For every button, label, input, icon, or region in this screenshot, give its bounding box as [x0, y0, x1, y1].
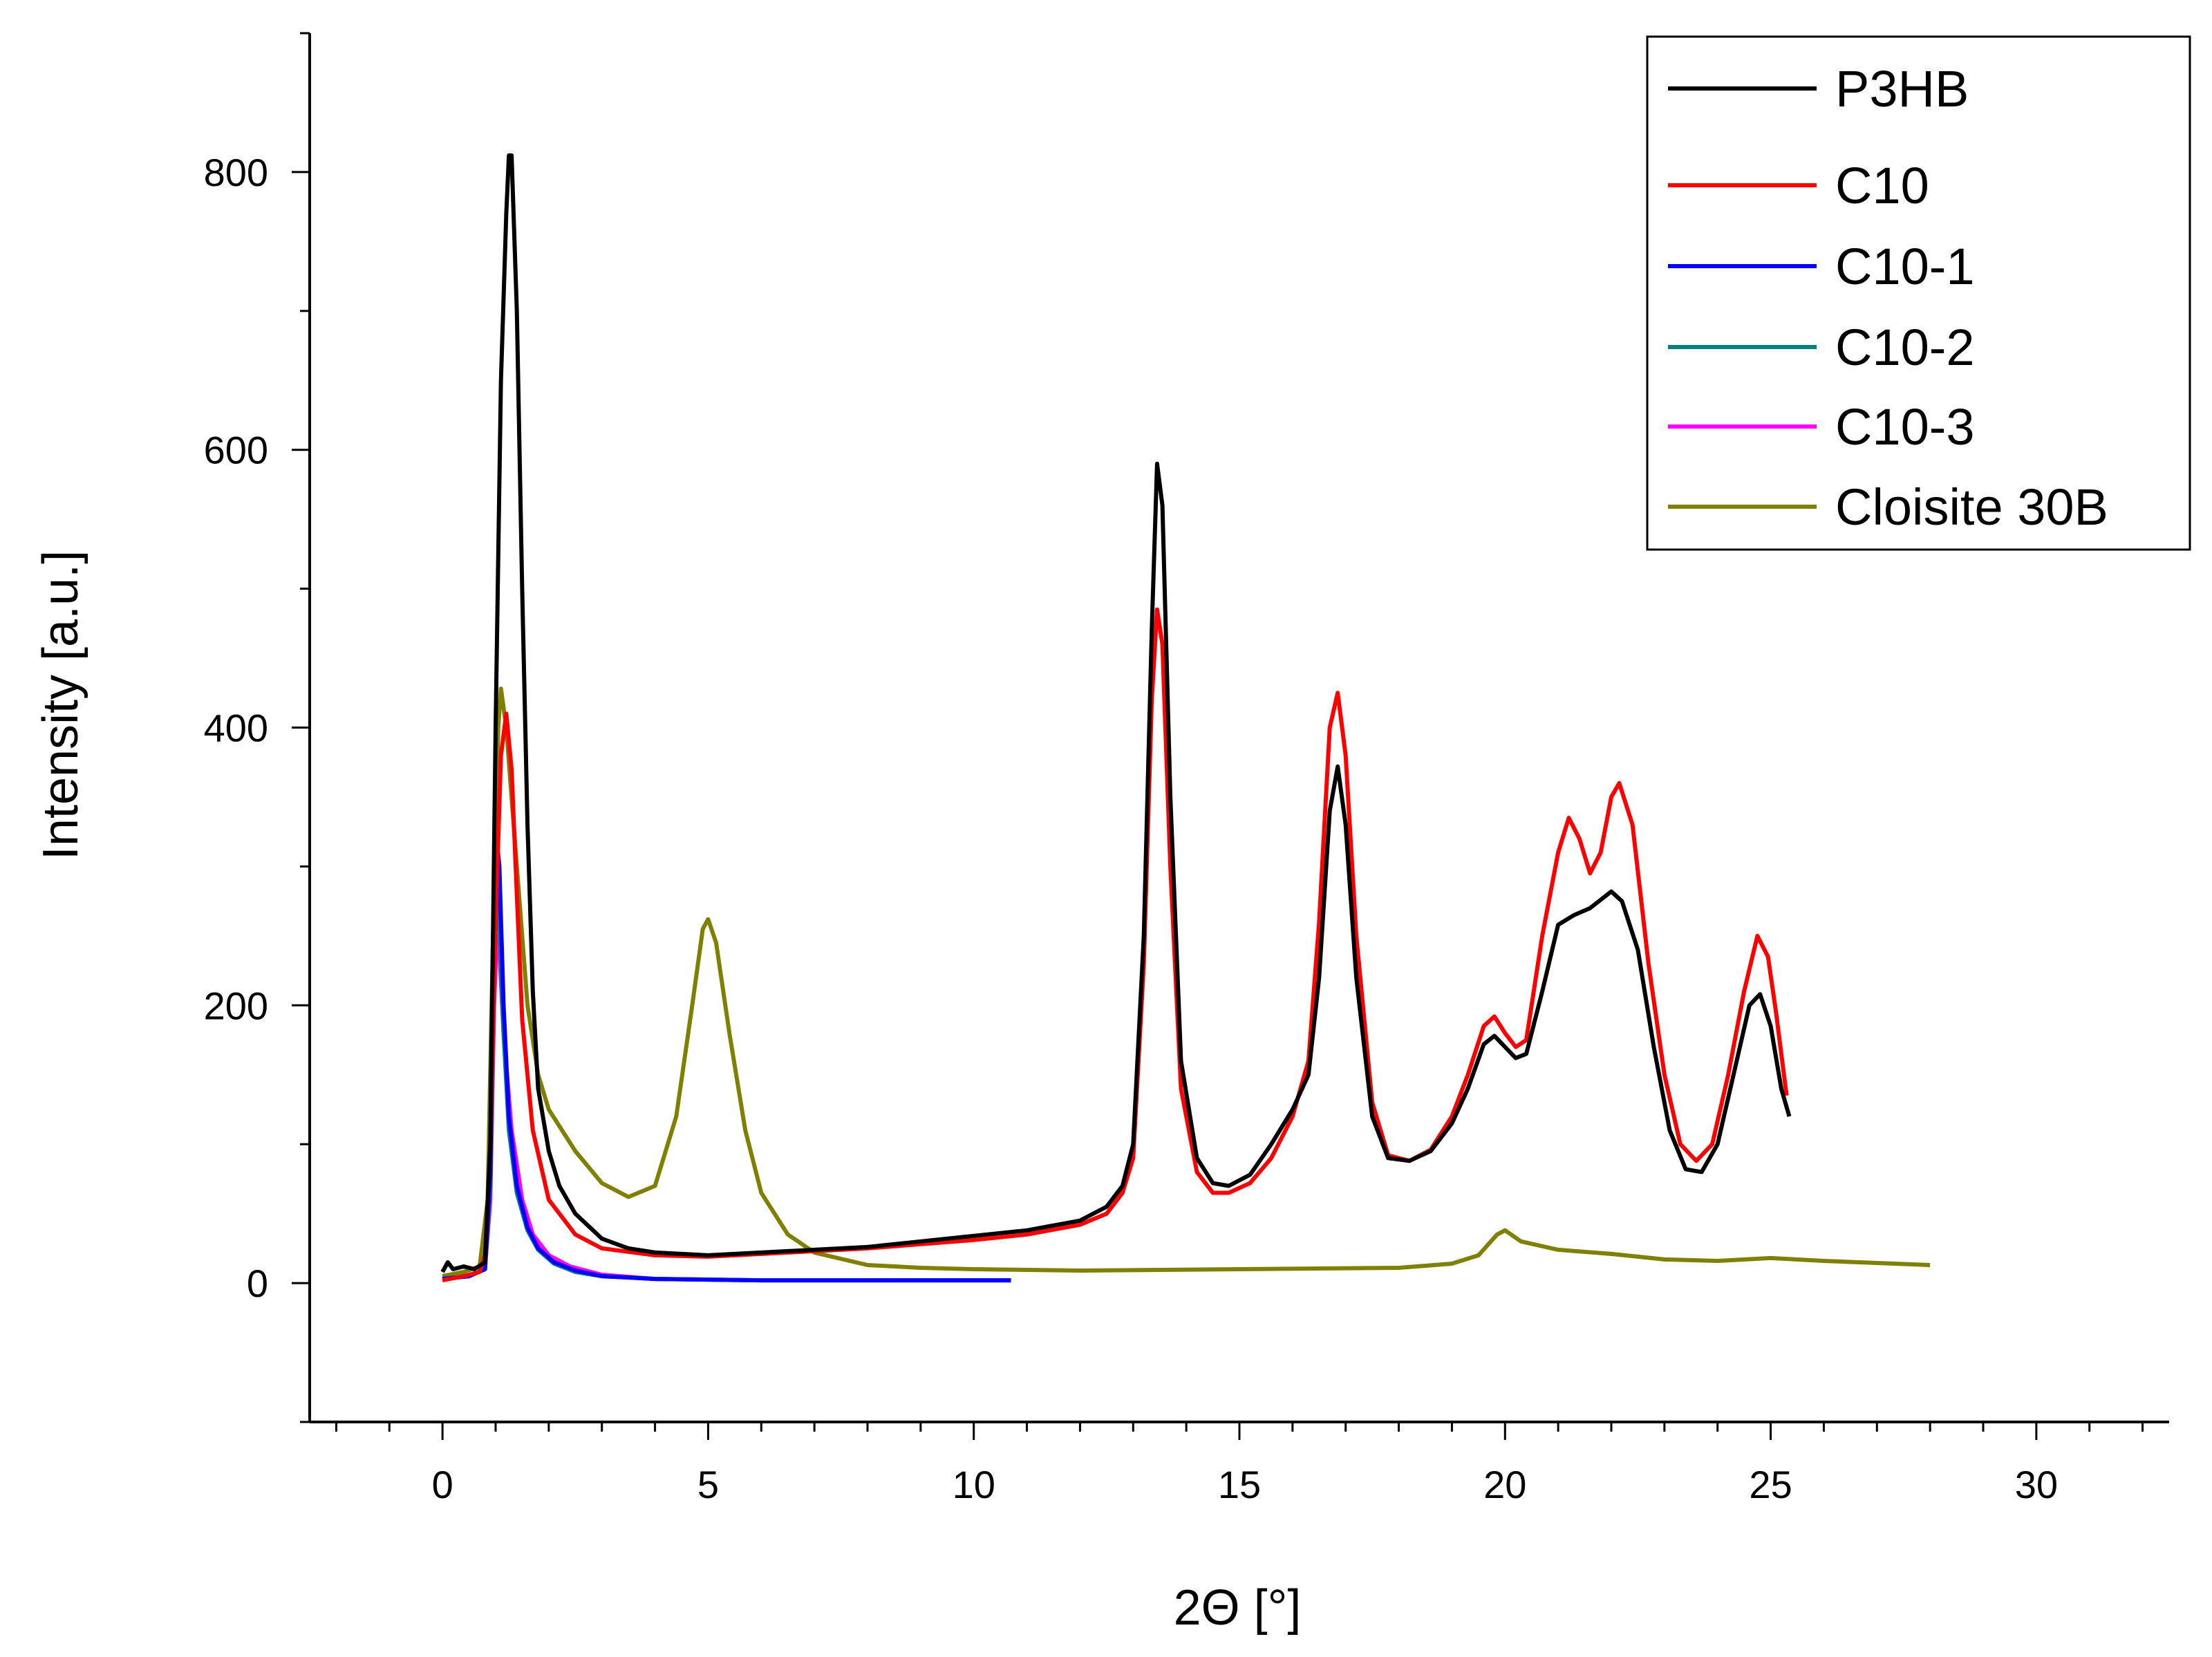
legend-label: P3HB — [1835, 60, 1969, 118]
y-tick-label: 600 — [204, 429, 268, 472]
y-tick-label: 0 — [247, 1262, 268, 1305]
x-tick-label: 30 — [2015, 1463, 2058, 1506]
legend-label: C10 — [1835, 157, 1929, 214]
legend-label: C10-3 — [1835, 398, 1975, 456]
series-lines — [440, 153, 1931, 1283]
y-tick-label: 800 — [204, 151, 268, 194]
x-tick-label: 10 — [953, 1463, 995, 1506]
legend-label: Cloisite 30B — [1835, 478, 2108, 536]
legend: P3HB C10 C10-1 C10-2 C10-3 Cloisite 30B — [1646, 35, 2191, 551]
x-tick-label: 5 — [697, 1463, 719, 1506]
x-tick-label: 0 — [432, 1463, 453, 1506]
y-axis-ticks: 0 200 400 600 800 — [204, 32, 310, 1423]
legend-label: C10-2 — [1835, 319, 1975, 376]
legend-label: C10-1 — [1835, 238, 1975, 295]
x-axis-ticks: 0 5 10 15 20 25 30 — [335, 1422, 2144, 1506]
y-axis-title: Intensity [a.u.] — [33, 550, 88, 860]
x-tick-label: 20 — [1483, 1463, 1526, 1506]
y-tick-label: 200 — [204, 984, 268, 1027]
series-line-p3hb — [440, 153, 1792, 1273]
x-tick-label: 15 — [1218, 1463, 1261, 1506]
legend-box — [1646, 35, 2191, 551]
x-axis-title: 2Θ [°] — [1174, 1580, 1302, 1636]
series-line-c10 — [442, 607, 1789, 1283]
x-tick-label: 25 — [1749, 1463, 1792, 1506]
y-tick-label: 400 — [204, 706, 268, 750]
